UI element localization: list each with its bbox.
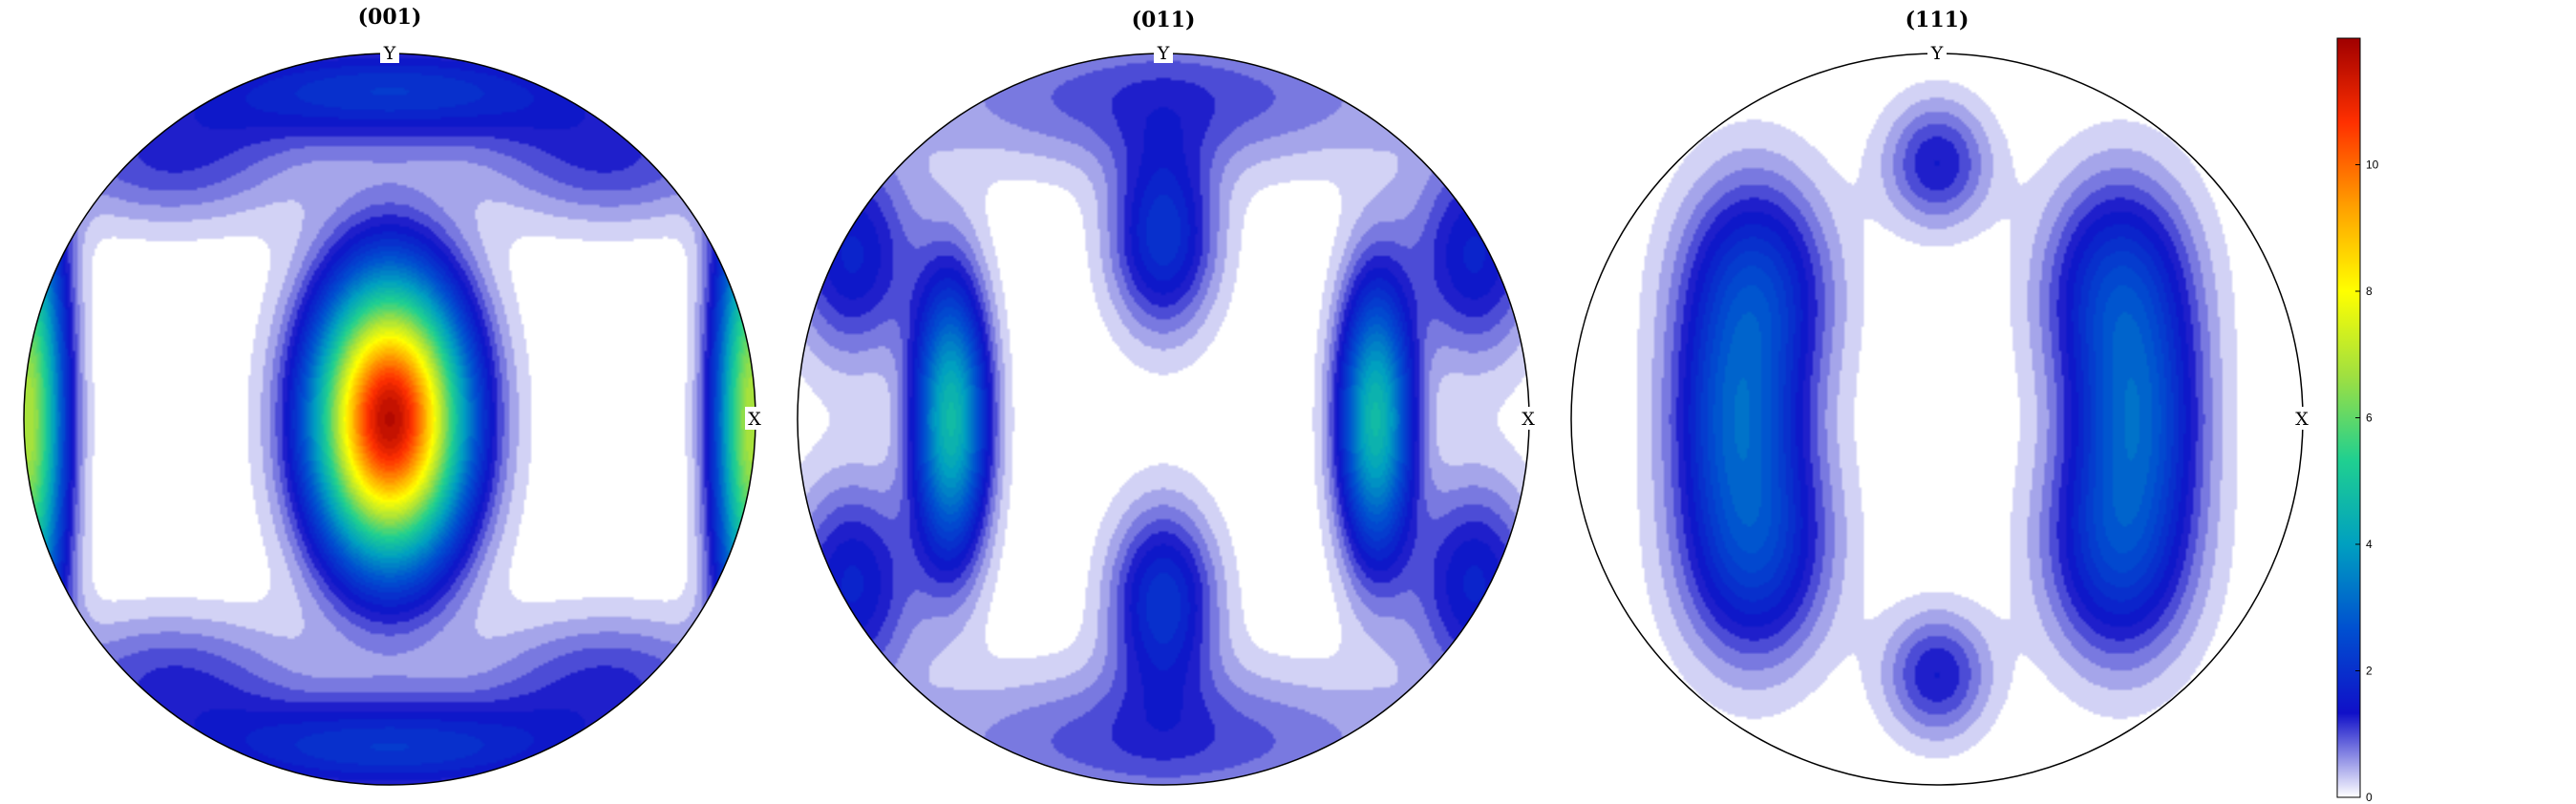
axis-label-y: Y [1930,43,1944,64]
colorbar-tick-label: 10 [2366,159,2379,172]
axis-label-y: Y [1157,43,1170,64]
colorbar-tick-label: 6 [2366,412,2373,425]
panel-title: (001) [358,5,422,30]
colorbar-tick-label: 4 [2366,538,2373,551]
pole-figure-panel-001: (001) Y X [23,5,764,786]
colorbar: 0 2 4 6 8 10 [2336,37,2379,804]
colorbar-tick-label: 8 [2366,285,2373,298]
density-map-011 [798,53,1529,785]
pole-figure-panel-011: (011) Y X [797,8,1538,786]
density-map-001 [24,53,756,785]
colorbar-tick-label: 2 [2366,665,2373,678]
panel-title: (111) [1905,8,1969,32]
density-map-111 [1571,53,2303,785]
pole-figure-panel-111: (111) Y X [1570,8,2311,786]
axis-label-x: X [748,409,761,430]
axis-label-x: X [1522,409,1535,430]
axis-label-y: Y [383,43,396,64]
colorbar-tick-label: 0 [2366,791,2373,804]
axis-label-x: X [2295,409,2309,430]
panel-title: (011) [1132,8,1196,32]
